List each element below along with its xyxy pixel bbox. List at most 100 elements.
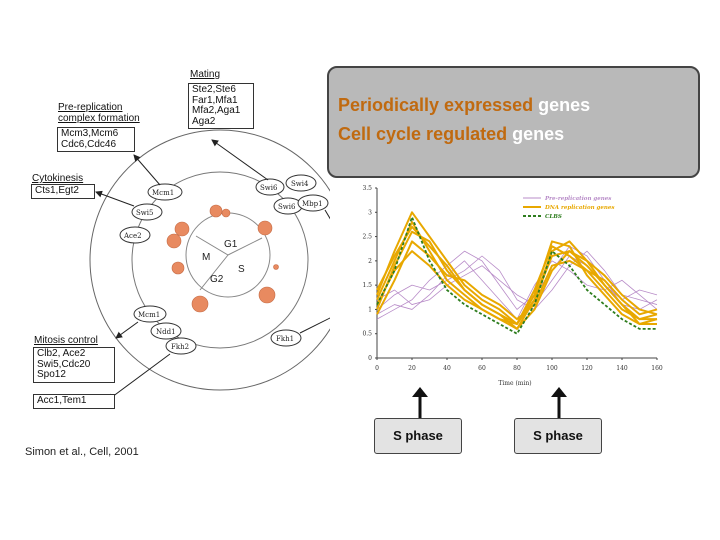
x-tick-label: 120: [581, 365, 593, 372]
arrow-fkh1-to-chart: [299, 317, 330, 334]
chart-series: [376, 211, 658, 335]
node-fkh2: [165, 337, 197, 355]
legend-label: DNA replication genes: [544, 205, 614, 211]
node-fkh1-label: Fkh1: [276, 335, 294, 343]
series-line-dna-replication-genes: [376, 250, 658, 330]
outer-ring: [89, 129, 330, 391]
node-mbp1: [297, 194, 329, 212]
y-tick-label: 1: [368, 306, 372, 313]
node-swi5: [131, 203, 163, 221]
phase-m-label: M: [202, 252, 210, 263]
cytokinesis-gene-box: Cts1,Egt2: [31, 184, 95, 199]
series-line-pre-replication-genes: [376, 255, 658, 305]
cell-blob: [257, 220, 273, 236]
chart-legend: Pre-replication genes DNA replication gen…: [523, 196, 614, 220]
s-phase-arrow-1: [412, 387, 428, 418]
y-tick-label: 3.5: [362, 185, 372, 192]
node-mcm1-top-label: Mcm1: [152, 189, 174, 197]
cell-blobs: [166, 204, 279, 313]
arrow-to-prereplication: [133, 154, 161, 186]
node-swi6-top: [255, 178, 285, 196]
phase-g1-label: G1: [224, 239, 238, 250]
x-tick-label: 20: [408, 365, 416, 372]
y-tick-label: 0.5: [362, 331, 372, 338]
cell-blob: [171, 261, 185, 275]
chart-axes: 0 0.5 1 1.5 2 2.5 3 3.5 0 20 40 60 80 100 120 140 160: [362, 185, 662, 372]
middle-ring: [131, 171, 309, 349]
gene-entry: Cdc6,Cdc46: [61, 138, 117, 150]
prereplication-title-line1: Pre-replication: [58, 102, 123, 113]
mating-gene-box: Ste2,Ste6 Far1,Mfa1 Mfa2,Aga1 Aga2: [188, 83, 254, 129]
series-line-dna-replication-genes: [376, 221, 658, 325]
title-line-1-highlight: Periodically expressed: [338, 95, 534, 115]
y-tick-label: 2.5: [362, 234, 372, 241]
y-tick-label: 1.5: [362, 282, 372, 289]
node-fkh2-label: Fkh2: [171, 343, 189, 351]
mitosis-gene-box: Clb2, Ace2 Swi5,Cdc20 Spo12: [33, 347, 115, 383]
gene-entry: Spo12: [37, 369, 66, 380]
regulator-nodes: Mcm1 Swi5 Ace2 Swi4 Swi6 Swi6 Mbp1 Mcm1 …: [119, 174, 329, 355]
y-tick-label: 2: [368, 258, 372, 265]
gene-entry: Mfa2,Aga1: [192, 105, 241, 116]
cell-blob: [174, 221, 190, 237]
title-line-1-rest: genes: [538, 95, 591, 115]
prereplication-gene-box: Mcm3,Mcm6 Cdc6,Cdc46: [57, 127, 135, 152]
cell-blob: [273, 264, 279, 270]
node-swi4: [285, 174, 317, 192]
arrow-head-icon: [412, 387, 428, 397]
node-ace2-label: Ace2: [123, 232, 142, 240]
cell-blob: [191, 295, 209, 313]
cytokinesis-title: Cytokinesis: [32, 173, 84, 184]
prereplication-title-line2: complex formation: [58, 113, 140, 124]
node-mcm1-bottom: [133, 305, 167, 323]
chart-x-axis-label: Time (min): [498, 380, 531, 387]
x-tick-label: 0: [375, 365, 379, 372]
gene-entry: Cts1,Egt2: [35, 185, 79, 196]
series-line-dna-replication-genes: [376, 225, 657, 325]
arrow-head-icon: [551, 387, 567, 397]
gene-entry: Mcm3,Mcm6: [61, 128, 119, 139]
cell-blob: [258, 286, 276, 304]
cell-blob: [166, 233, 182, 249]
title-line-1: Periodically expressed genes: [338, 94, 590, 116]
gene-entry: Acc1,Tem1: [37, 395, 87, 406]
mating-title: Mating: [190, 69, 221, 80]
legend-label: Pre-replication genes: [544, 196, 611, 202]
title-line-2: Cell cycle regulated genes: [338, 123, 564, 145]
node-swi6-top-label: Swi6: [260, 184, 278, 192]
gene-entry: Far1,Mfa1: [192, 94, 238, 106]
expression-chart: 0 0.5 1 1.5 2 2.5 3 3.5 0 20 40 60 80 100 120 140 160 Pr…: [362, 185, 662, 387]
series-line-dna-replication-genes: [376, 240, 658, 321]
gene-entry: Clb2, Ace2: [37, 348, 86, 359]
node-mbp1-label: Mbp1: [302, 200, 323, 208]
mitosis-title: Mitosis control: [34, 335, 98, 346]
node-mcm1-top: [147, 183, 183, 201]
arrow-to-mitosis: [115, 321, 139, 339]
node-ace2: [119, 226, 151, 244]
phase-divider-m: [195, 235, 229, 256]
x-tick-label: 40: [443, 365, 451, 372]
node-ndd1-label: Ndd1: [156, 328, 176, 336]
legend-label: CLBS: [545, 214, 562, 220]
x-tick-label: 160: [651, 365, 663, 372]
series-line-dna-replication-genes: [376, 211, 657, 325]
node-mcm1-bottom-label: Mcm1: [138, 311, 160, 319]
node-swi6-bottom-label: Swi6: [278, 203, 296, 211]
title-box: Periodically expressed genes Cell cycle …: [327, 66, 700, 178]
gene-entry: Aga2: [192, 115, 216, 127]
regulation-arrows: [95, 139, 330, 401]
gene-entry: Ste2,Ste6: [192, 84, 236, 95]
y-tick-label: 0: [368, 355, 372, 362]
series-line-pre-replication-genes: [376, 250, 658, 310]
prereplication-title: Pre-replication complex formation: [58, 102, 140, 124]
cell-blob: [209, 204, 223, 218]
x-tick-label: 60: [478, 365, 486, 372]
s-phase-box-1: S phase: [374, 418, 462, 454]
s-phase-arrow-2: [551, 387, 567, 418]
series-line-clbs: [376, 216, 657, 335]
node-swi4-label: Swi4: [291, 180, 309, 188]
x-tick-label: 80: [513, 365, 521, 372]
x-tick-label: 100: [546, 365, 558, 372]
extra-gene-box: Acc1,Tem1: [33, 394, 115, 409]
phase-s-label: S: [238, 264, 245, 275]
